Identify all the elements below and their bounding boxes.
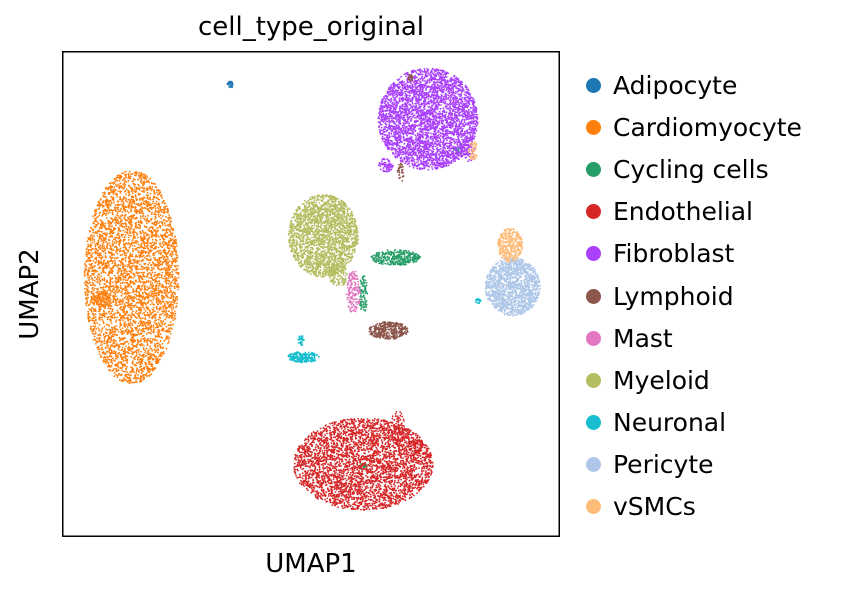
legend-marker [586,288,601,304]
legend-label: Pericyte [613,450,714,480]
legend-item: Cardiomyocyte [586,106,802,148]
y-axis-label: UMAP2 [15,248,45,340]
legend-marker [586,119,601,135]
legend-item: Neuronal [586,402,802,444]
legend-label: Cycling cells [613,154,769,184]
legend-label: Neuronal [613,408,727,438]
series-fibroblast [377,67,479,173]
x-axis-label: UMAP1 [265,549,357,579]
cluster-point-group [475,298,482,304]
cluster-point-group [297,335,305,346]
cluster-point-group [329,262,349,287]
legend-marker [586,161,601,177]
series-cardiomyocyte [83,170,180,385]
legend-label: Myeloid [613,365,710,395]
legend-marker [586,372,601,388]
legend-label: Adipocyte [613,70,738,100]
cluster-point-group [497,228,524,263]
series-mast [345,270,362,313]
cluster-point-group [407,74,414,83]
cluster-point-group [370,249,421,266]
legend-item: vSMCs [586,486,802,528]
cluster-point-group [90,290,112,308]
series-myeloid [287,194,359,287]
legend-marker [586,330,601,346]
cluster-point-group [287,194,359,278]
series-lymphoid [368,74,414,340]
series-pericyte [484,257,541,317]
legend-marker [586,457,601,473]
legend-label: Endothelial [613,197,753,227]
legend-item: Cycling cells [586,148,802,190]
series-neuronal [287,298,482,364]
legend-label: Lymphoid [613,281,734,311]
legend-item: Fibroblast [586,233,802,275]
series-adipocyte [226,80,234,89]
legend-label: Fibroblast [613,239,735,269]
scatter-points [83,67,541,511]
legend-marker [586,77,601,93]
legend: Adipocyte Cardiomyocyte Cycling cells Endot… [586,64,802,528]
series-vsmcs [467,141,524,263]
legend-label: Cardiomyocyte [613,112,802,142]
cluster-point-group [396,162,405,182]
legend-label: Mast [613,323,673,353]
legend-item: Adipocyte [586,64,802,106]
cluster-point-group [226,80,234,89]
series-endothelial [293,411,434,511]
legend-item: Pericyte [586,444,802,486]
cluster-point-group [377,157,394,173]
cluster-point-group [484,257,541,317]
legend-marker [586,499,601,515]
legend-marker [586,246,601,262]
legend-label: vSMCs [613,492,696,522]
umap-plot-area [62,51,560,537]
legend-marker [586,415,601,431]
cluster-point-group [405,436,424,453]
cluster-point-group [390,411,405,446]
cluster-point-group [287,351,320,364]
cluster-point-group [377,67,479,171]
cluster-point-group [345,270,362,313]
cluster-point-group [368,321,409,340]
cluster-point-group [358,275,369,312]
legend-item: Endothelial [586,191,802,233]
legend-item: Mast [586,317,802,359]
legend-item: Myeloid [586,359,802,401]
cluster-point-group [467,141,478,161]
chart-title: cell_type_original [197,12,424,42]
legend-marker [586,204,601,220]
legend-item: Lymphoid [586,275,802,317]
